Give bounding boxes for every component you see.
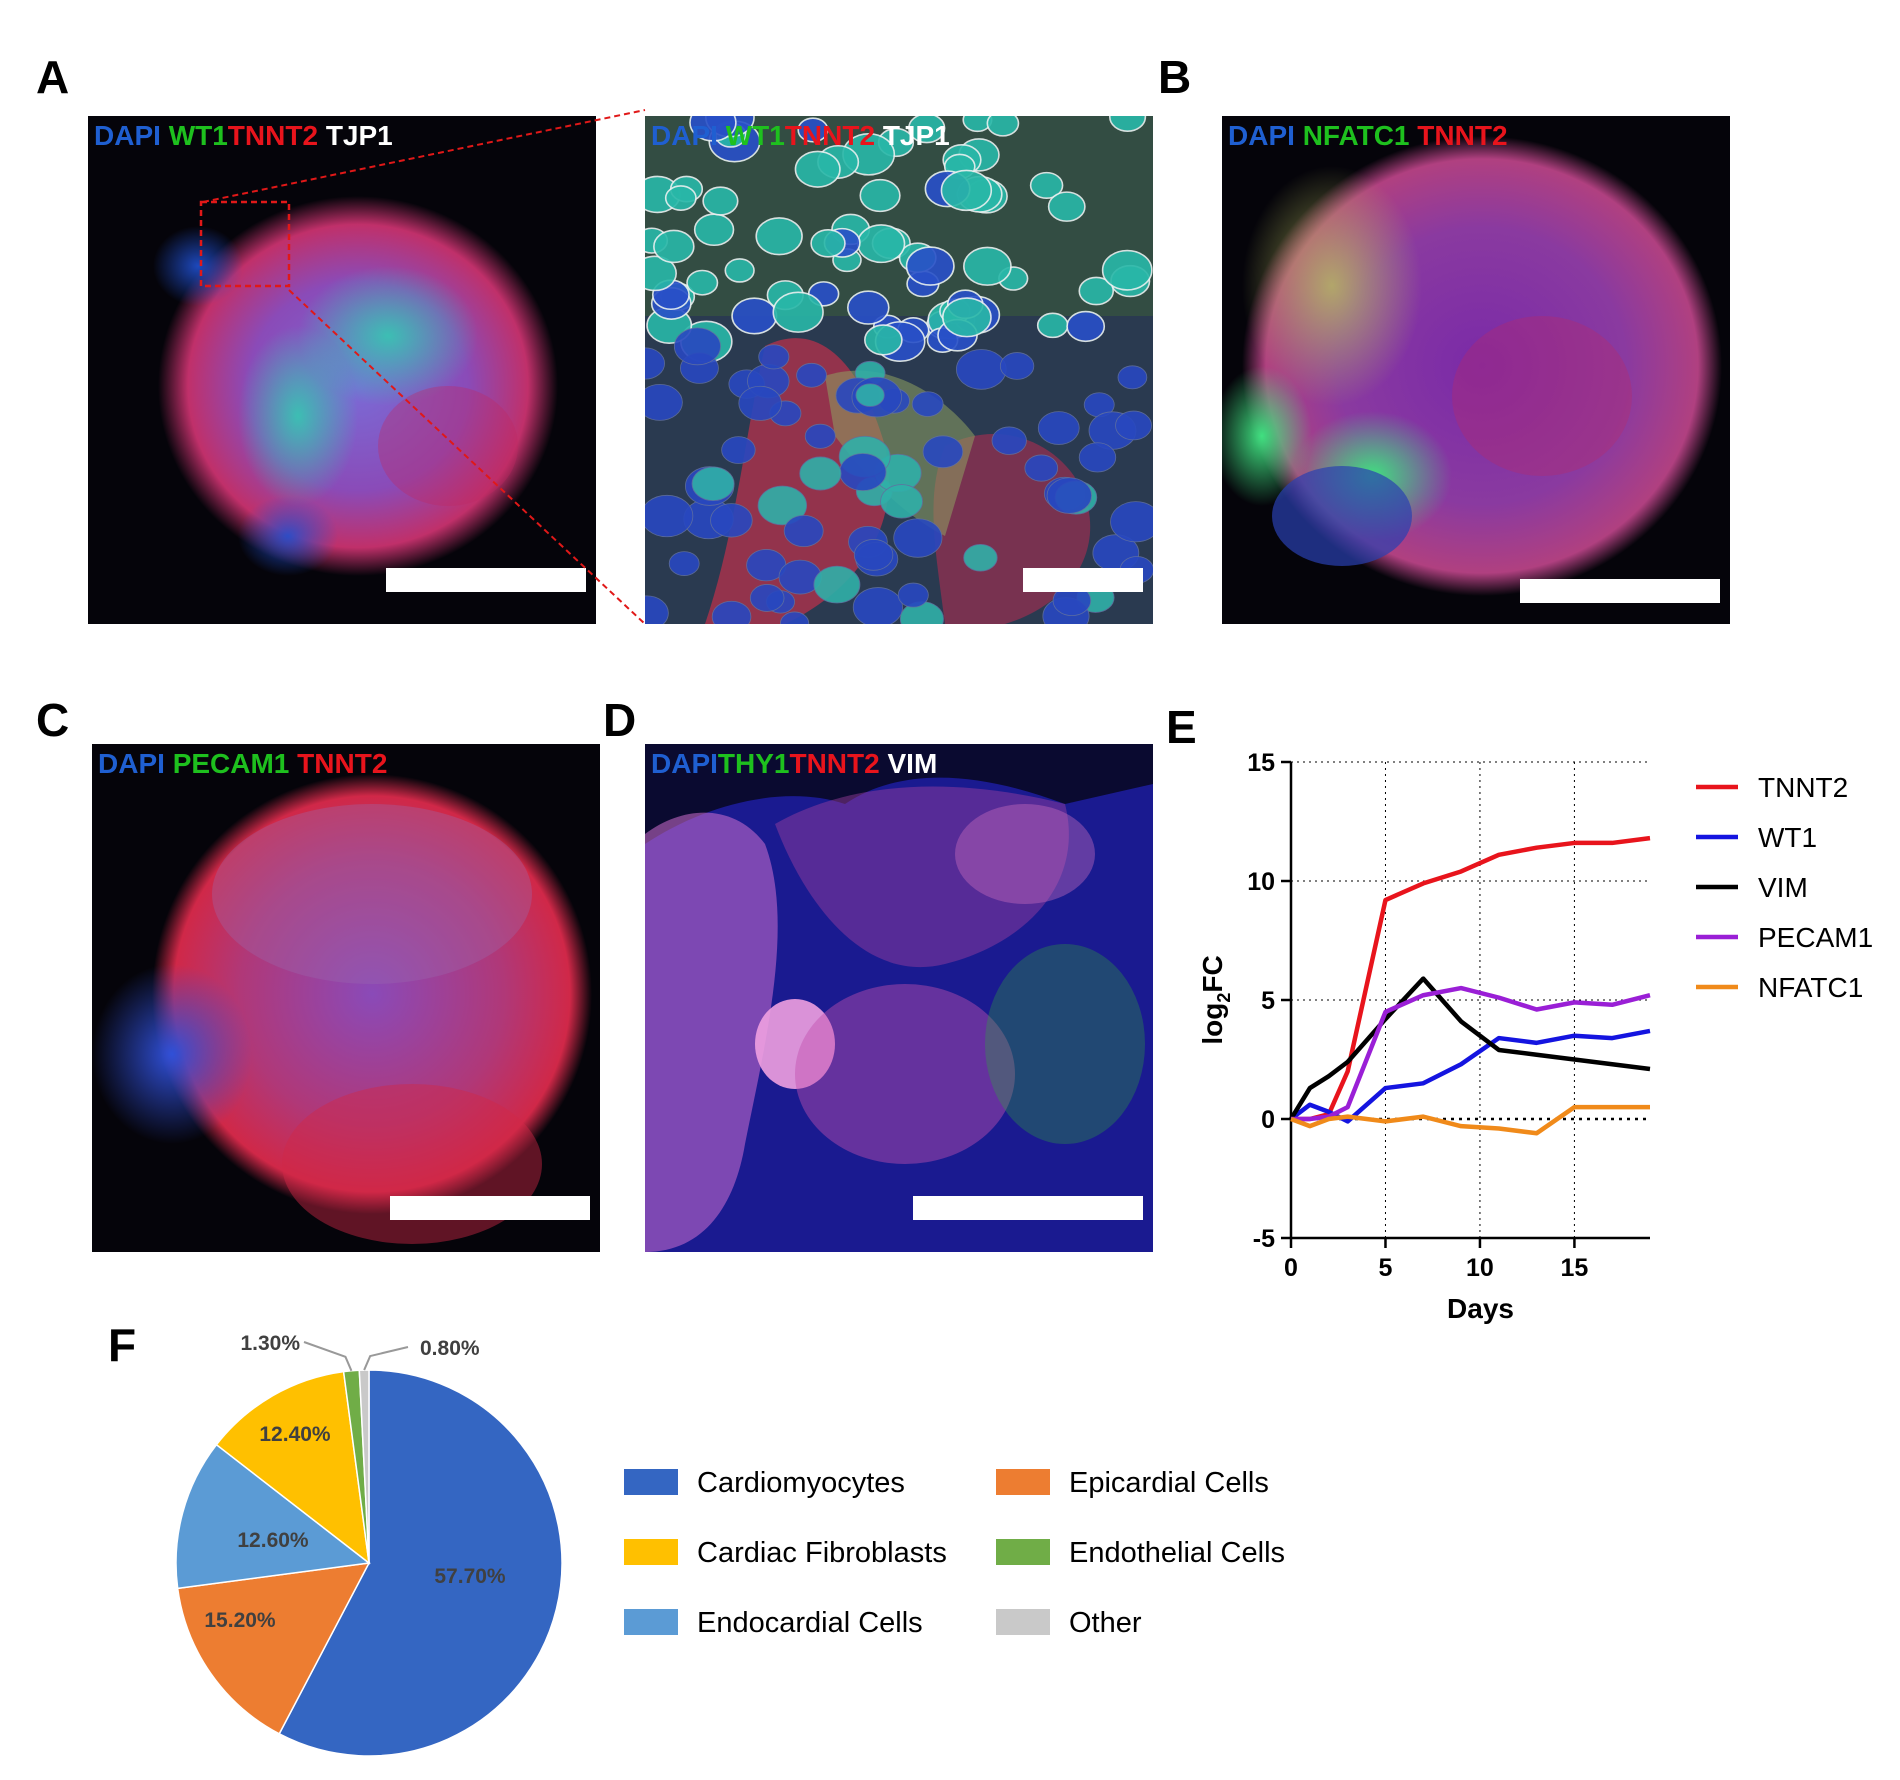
scale-bar-b xyxy=(1520,579,1720,603)
organoid-image-d xyxy=(645,744,1153,1252)
organoid-image-a xyxy=(153,196,558,576)
microscopy-panel-a: DAPI WT1TNNT2 TJP1 xyxy=(88,116,596,624)
stain-legend-a-zoom: DAPI WT1TNNT2 TJP1 xyxy=(651,120,950,151)
panel-letter-d: D xyxy=(603,694,637,746)
scale-bar-a-zoom xyxy=(1023,568,1143,592)
organoid-image-a-zoom xyxy=(645,116,1153,624)
organoid-image-c xyxy=(92,774,592,1244)
stain-legend-a: DAPI WT1TNNT2 TJP1 xyxy=(94,120,393,151)
panel-letter-e: E xyxy=(1166,701,1197,753)
stain-legend-d: DAPITHY1TNNT2 VIM xyxy=(651,748,938,779)
panel-letter-c: C xyxy=(36,694,70,746)
scale-bar-a xyxy=(386,568,586,592)
microscopy-panel-c: DAPI PECAM1 TNNT2 xyxy=(92,744,600,1252)
microscopy-panel-a-zoom: DAPI WT1TNNT2 TJP1 xyxy=(645,116,1153,624)
stain-legend-c: DAPI PECAM1 TNNT2 xyxy=(98,748,388,779)
panel-letter-a: A xyxy=(36,51,70,103)
zoom-region-box xyxy=(199,200,291,288)
scale-bar-c xyxy=(390,1196,590,1220)
stain-legend-b: DAPI NFATC1 TNNT2 xyxy=(1228,120,1508,151)
microscopy-panel-b: DAPI NFATC1 TNNT2 xyxy=(1222,116,1730,624)
microscopy-panel-d: DAPITHY1TNNT2 VIM xyxy=(645,744,1153,1252)
scale-bar-d xyxy=(913,1196,1143,1220)
panel-letter-b: B xyxy=(1158,51,1192,103)
organoid-image-b xyxy=(1222,136,1722,596)
panel-letter-f: F xyxy=(108,1319,137,1371)
